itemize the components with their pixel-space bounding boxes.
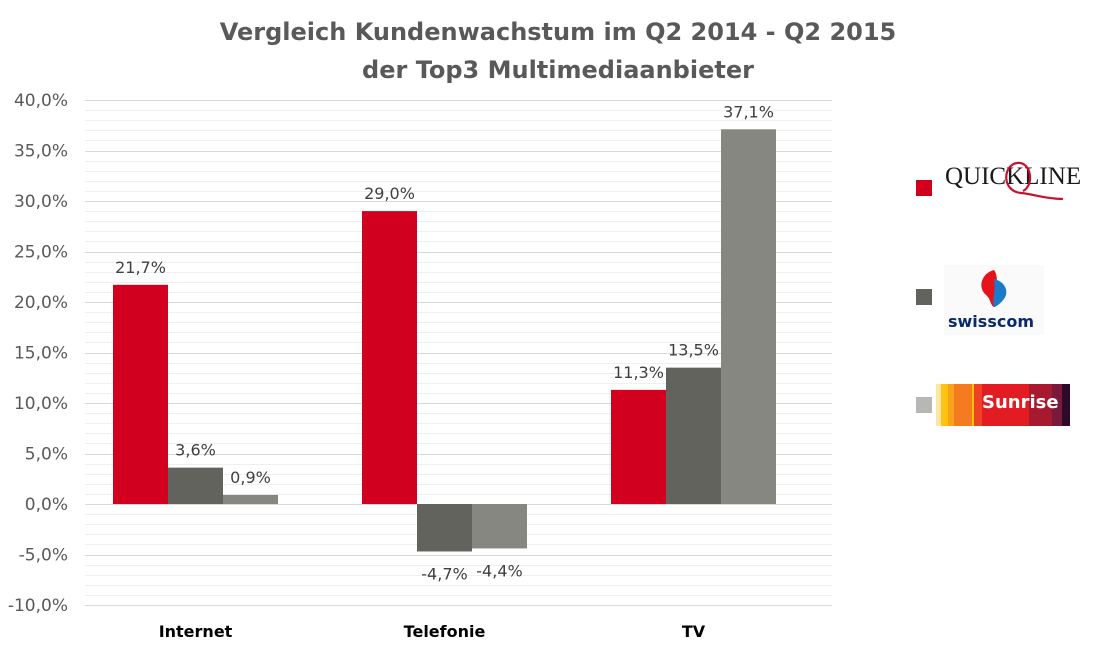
legend-swatch-sunrise (916, 397, 932, 413)
data-labels: 21,7% 3,6% 0,9% 29,0% -4,7% -4,4% 11,3%13,5% 37… (115, 102, 774, 583)
bar-quickline-telefonie (362, 211, 417, 504)
data-label: 0,9% (230, 468, 271, 487)
x-tick-label: Internet (159, 622, 233, 641)
swisscom-icon (981, 270, 1007, 307)
quickline-logo-text: QUICKLINE (945, 163, 1082, 190)
data-label: 11,3% (613, 363, 664, 382)
data-label: 21,7% (115, 258, 166, 277)
legend-swatch-quickline (916, 180, 932, 196)
swisscom-logo-text: swisscom (948, 312, 1034, 331)
bar-swisscom-internet (168, 467, 223, 504)
data-label: -4,4% (476, 561, 522, 580)
data-label: 37,1% (723, 102, 774, 121)
x-axis-labels: Internet Telefonie TV (159, 622, 706, 641)
sunrise-logo: Sunrise (936, 384, 1070, 426)
legend-item-sunrise (916, 397, 932, 413)
x-tick-label: Telefonie (404, 622, 486, 641)
y-tick-label: -10,0% (8, 596, 68, 616)
y-tick-label: 20,0% (14, 293, 68, 313)
bar-sunrise-telefonie (472, 504, 527, 549)
y-axis-labels: 40,0% 35,0% 30,0% 25,0% 20,0% 15,0% 10,0% 5,0% 0… (8, 91, 68, 616)
sunrise-logo-text: Sunrise (982, 392, 1059, 413)
data-label: -4,7% (421, 564, 467, 583)
bar-swisscom-telefonie (417, 504, 472, 552)
bar-sunrise-internet (223, 494, 278, 504)
y-tick-label: 0,0% (25, 495, 68, 515)
swisscom-logo: swisscom (944, 265, 1044, 335)
bar-quickline-tv (611, 389, 666, 504)
legend-swatch-swisscom (916, 289, 932, 305)
data-label: 13,5% (668, 341, 719, 360)
data-label: 29,0% (364, 184, 415, 203)
y-tick-label: -5,0% (19, 546, 68, 566)
x-tick-label: TV (682, 622, 706, 641)
y-tick-label: 15,0% (14, 344, 68, 364)
y-tick-label: 30,0% (14, 192, 68, 212)
chart-subtitle: der Top3 Multimediaanbieter (362, 56, 754, 84)
y-tick-label: 25,0% (14, 243, 68, 263)
y-tick-label: 5,0% (25, 445, 68, 465)
bar-swisscom-tv (666, 367, 721, 504)
chart-title: Vergleich Kundenwachstum im Q2 2014 - Q2… (219, 18, 897, 46)
y-tick-label: 40,0% (14, 91, 68, 111)
y-tick-label: 35,0% (14, 142, 68, 162)
data-label: 3,6% (175, 441, 216, 460)
bar-quickline-internet (113, 284, 168, 504)
bar-sunrise-tv (721, 129, 776, 505)
quickline-logo: QUICKLINE (945, 155, 1081, 205)
y-tick-label: 10,0% (14, 394, 68, 414)
bars (113, 129, 776, 552)
legend-item-quickline (916, 180, 932, 196)
legend-item-swisscom (916, 289, 932, 305)
